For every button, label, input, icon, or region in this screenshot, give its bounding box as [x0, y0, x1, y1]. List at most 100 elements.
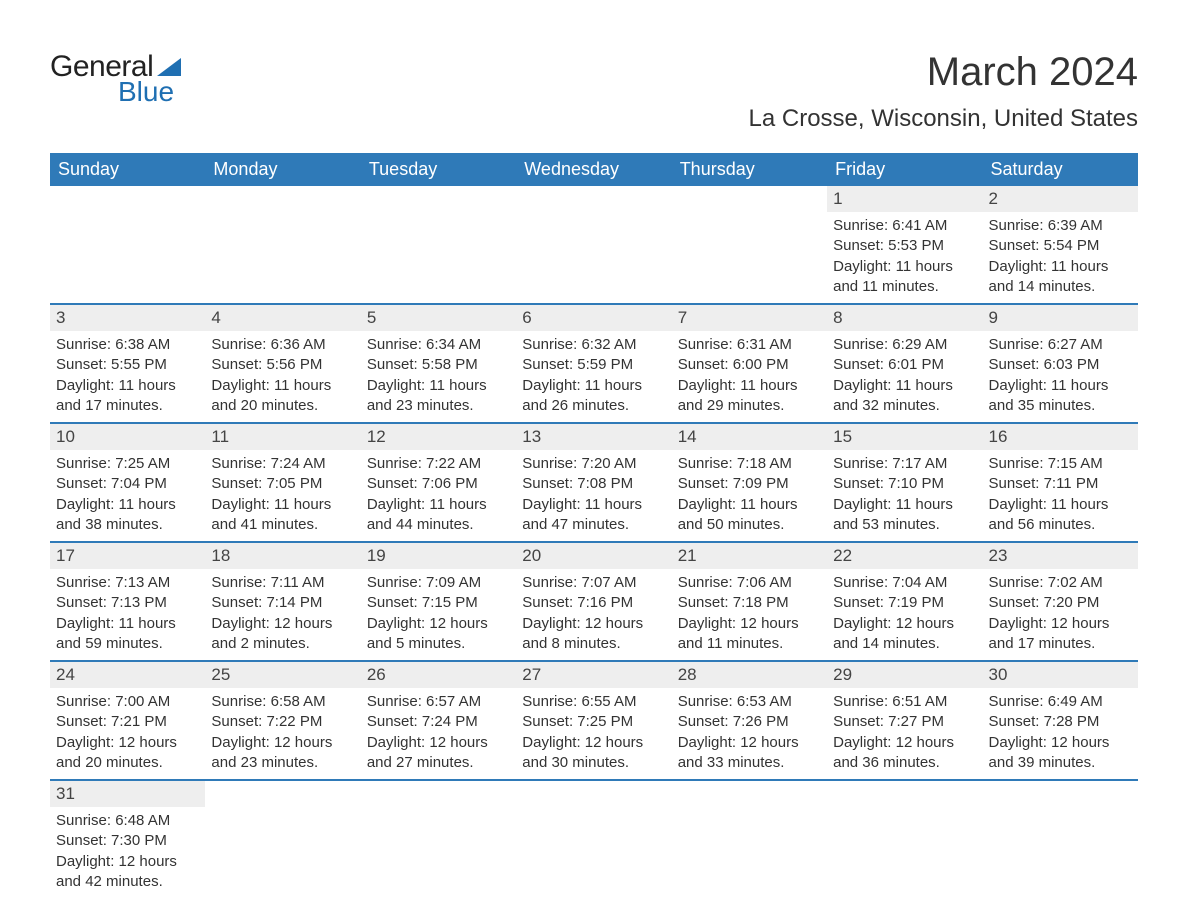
daylight-line-1: Daylight: 11 hours	[833, 257, 976, 277]
sunrise-line: Sunrise: 6:48 AM	[56, 811, 199, 831]
sunset-line: Sunset: 7:21 PM	[56, 712, 199, 732]
day-number: 25	[205, 662, 360, 688]
day-body: Sunrise: 7:00 AMSunset: 7:21 PMDaylight:…	[50, 688, 205, 779]
day-body: Sunrise: 6:31 AMSunset: 6:00 PMDaylight:…	[672, 331, 827, 422]
day-number: 23	[983, 543, 1138, 569]
daylight-line-1: Daylight: 11 hours	[522, 495, 665, 515]
day-cell: 19Sunrise: 7:09 AMSunset: 7:15 PMDayligh…	[361, 543, 516, 660]
sunset-line: Sunset: 7:19 PM	[833, 593, 976, 613]
calendar: SundayMondayTuesdayWednesdayThursdayFrid…	[50, 153, 1138, 898]
sunset-line: Sunset: 5:58 PM	[367, 355, 510, 375]
sunrise-line: Sunrise: 6:41 AM	[833, 216, 976, 236]
day-cell	[827, 781, 982, 898]
sunset-line: Sunset: 7:18 PM	[678, 593, 821, 613]
day-number: 8	[827, 305, 982, 331]
day-number: 11	[205, 424, 360, 450]
daylight-line-2: and 8 minutes.	[522, 634, 665, 654]
daylight-line-1: Daylight: 11 hours	[989, 495, 1132, 515]
day-number: 24	[50, 662, 205, 688]
sunrise-line: Sunrise: 6:39 AM	[989, 216, 1132, 236]
daylight-line-1: Daylight: 12 hours	[211, 733, 354, 753]
day-cell: 21Sunrise: 7:06 AMSunset: 7:18 PMDayligh…	[672, 543, 827, 660]
sunset-line: Sunset: 5:54 PM	[989, 236, 1132, 256]
weekday-row: SundayMondayTuesdayWednesdayThursdayFrid…	[50, 153, 1138, 186]
daylight-line-1: Daylight: 11 hours	[989, 257, 1132, 277]
sunrise-line: Sunrise: 7:00 AM	[56, 692, 199, 712]
logo-text-blue: Blue	[118, 76, 174, 108]
daylight-line-1: Daylight: 12 hours	[522, 614, 665, 634]
day-cell: 8 Sunrise: 6:29 AMSunset: 6:01 PMDaylight…	[827, 305, 982, 422]
day-number: 14	[672, 424, 827, 450]
day-body: Sunrise: 7:02 AMSunset: 7:20 PMDaylight:…	[983, 569, 1138, 660]
daylight-line-1: Daylight: 11 hours	[833, 495, 976, 515]
weekday-cell: Friday	[827, 153, 982, 186]
day-number: 28	[672, 662, 827, 688]
day-cell: 13Sunrise: 7:20 AMSunset: 7:08 PMDayligh…	[516, 424, 671, 541]
sunrise-line: Sunrise: 7:11 AM	[211, 573, 354, 593]
day-body: Sunrise: 7:11 AMSunset: 7:14 PMDaylight:…	[205, 569, 360, 660]
day-cell: 20Sunrise: 7:07 AMSunset: 7:16 PMDayligh…	[516, 543, 671, 660]
daylight-line-2: and 20 minutes.	[211, 396, 354, 416]
week-row: 24Sunrise: 7:00 AMSunset: 7:21 PMDayligh…	[50, 660, 1138, 779]
week-row: 1Sunrise: 6:41 AMSunset: 5:53 PMDaylight…	[50, 186, 1138, 303]
sunrise-line: Sunrise: 7:17 AM	[833, 454, 976, 474]
daylight-line-2: and 47 minutes.	[522, 515, 665, 535]
sunset-line: Sunset: 7:16 PM	[522, 593, 665, 613]
daylight-line-2: and 23 minutes.	[211, 753, 354, 773]
sunrise-line: Sunrise: 6:29 AM	[833, 335, 976, 355]
daylight-line-2: and 41 minutes.	[211, 515, 354, 535]
daylight-line-2: and 32 minutes.	[833, 396, 976, 416]
sunrise-line: Sunrise: 7:20 AM	[522, 454, 665, 474]
sunset-line: Sunset: 7:25 PM	[522, 712, 665, 732]
day-cell: 5Sunrise: 6:34 AMSunset: 5:58 PMDaylight…	[361, 305, 516, 422]
day-cell: 24Sunrise: 7:00 AMSunset: 7:21 PMDayligh…	[50, 662, 205, 779]
day-cell: 30Sunrise: 6:49 AMSunset: 7:28 PMDayligh…	[983, 662, 1138, 779]
day-cell	[50, 186, 205, 303]
day-body: Sunrise: 7:20 AMSunset: 7:08 PMDaylight:…	[516, 450, 671, 541]
daylight-line-2: and 42 minutes.	[56, 872, 199, 892]
day-body: Sunrise: 6:39 AMSunset: 5:54 PMDaylight:…	[983, 212, 1138, 303]
day-cell: 4Sunrise: 6:36 AMSunset: 5:56 PMDaylight…	[205, 305, 360, 422]
day-number: 17	[50, 543, 205, 569]
daylight-line-1: Daylight: 12 hours	[833, 733, 976, 753]
sunrise-line: Sunrise: 6:34 AM	[367, 335, 510, 355]
logo: General Blue	[50, 50, 181, 108]
sunrise-line: Sunrise: 7:04 AM	[833, 573, 976, 593]
sunset-line: Sunset: 6:00 PM	[678, 355, 821, 375]
day-cell: 27Sunrise: 6:55 AMSunset: 7:25 PMDayligh…	[516, 662, 671, 779]
sunset-line: Sunset: 7:26 PM	[678, 712, 821, 732]
week-row: 3Sunrise: 6:38 AMSunset: 5:55 PMDaylight…	[50, 303, 1138, 422]
sunrise-line: Sunrise: 7:06 AM	[678, 573, 821, 593]
daylight-line-1: Daylight: 12 hours	[56, 852, 199, 872]
day-cell	[516, 781, 671, 898]
sunrise-line: Sunrise: 6:51 AM	[833, 692, 976, 712]
day-body: Sunrise: 6:32 AMSunset: 5:59 PMDaylight:…	[516, 331, 671, 422]
day-body: Sunrise: 6:51 AMSunset: 7:27 PMDaylight:…	[827, 688, 982, 779]
day-number: 4	[205, 305, 360, 331]
daylight-line-1: Daylight: 12 hours	[211, 614, 354, 634]
day-cell	[205, 781, 360, 898]
day-cell: 29Sunrise: 6:51 AMSunset: 7:27 PMDayligh…	[827, 662, 982, 779]
week-row: 10Sunrise: 7:25 AMSunset: 7:04 PMDayligh…	[50, 422, 1138, 541]
daylight-line-1: Daylight: 12 hours	[56, 733, 199, 753]
daylight-line-2: and 17 minutes.	[989, 634, 1132, 654]
weekday-cell: Monday	[205, 153, 360, 186]
daylight-line-2: and 14 minutes.	[989, 277, 1132, 297]
day-number: 1	[827, 186, 982, 212]
day-body: Sunrise: 6:55 AMSunset: 7:25 PMDaylight:…	[516, 688, 671, 779]
daylight-line-1: Daylight: 11 hours	[833, 376, 976, 396]
day-cell	[983, 781, 1138, 898]
weekday-cell: Sunday	[50, 153, 205, 186]
daylight-line-2: and 50 minutes.	[678, 515, 821, 535]
sunset-line: Sunset: 6:01 PM	[833, 355, 976, 375]
day-body: Sunrise: 7:07 AMSunset: 7:16 PMDaylight:…	[516, 569, 671, 660]
day-body: Sunrise: 6:36 AMSunset: 5:56 PMDaylight:…	[205, 331, 360, 422]
day-body: Sunrise: 6:41 AMSunset: 5:53 PMDaylight:…	[827, 212, 982, 303]
day-number: 30	[983, 662, 1138, 688]
daylight-line-1: Daylight: 11 hours	[367, 376, 510, 396]
sunset-line: Sunset: 7:05 PM	[211, 474, 354, 494]
day-body: Sunrise: 7:06 AMSunset: 7:18 PMDaylight:…	[672, 569, 827, 660]
daylight-line-1: Daylight: 11 hours	[678, 495, 821, 515]
daylight-line-2: and 20 minutes.	[56, 753, 199, 773]
daylight-line-1: Daylight: 12 hours	[989, 733, 1132, 753]
